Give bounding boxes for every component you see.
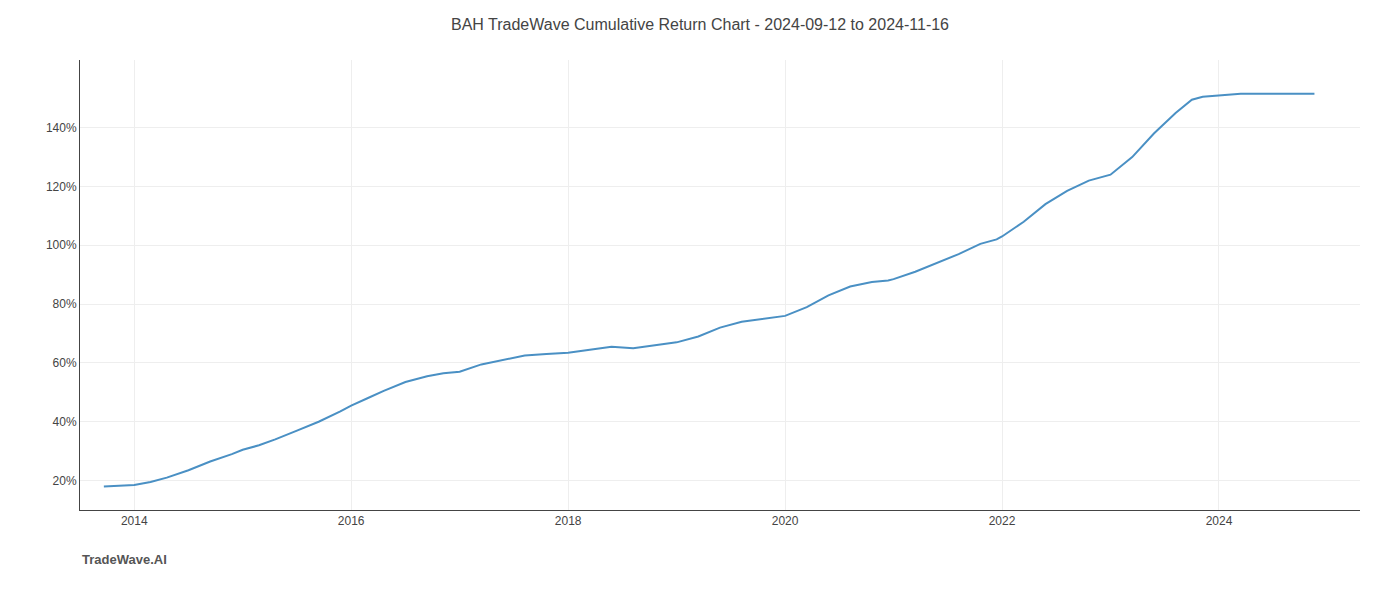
svg-text:120%: 120%	[46, 180, 77, 194]
svg-text:40%: 40%	[53, 415, 77, 429]
svg-text:2018: 2018	[555, 514, 582, 528]
svg-text:2016: 2016	[338, 514, 365, 528]
svg-text:60%: 60%	[53, 356, 77, 370]
svg-text:140%: 140%	[46, 121, 77, 135]
svg-text:2020: 2020	[772, 514, 799, 528]
svg-text:100%: 100%	[46, 238, 77, 252]
svg-text:BAH TradeWave Cumulative Retur: BAH TradeWave Cumulative Return Chart - …	[451, 16, 949, 33]
svg-text:2024: 2024	[1206, 514, 1233, 528]
svg-text:2022: 2022	[989, 514, 1016, 528]
svg-text:TradeWave.AI: TradeWave.AI	[82, 552, 167, 567]
svg-text:20%: 20%	[53, 474, 77, 488]
svg-text:80%: 80%	[53, 297, 77, 311]
svg-text:2014: 2014	[121, 514, 148, 528]
